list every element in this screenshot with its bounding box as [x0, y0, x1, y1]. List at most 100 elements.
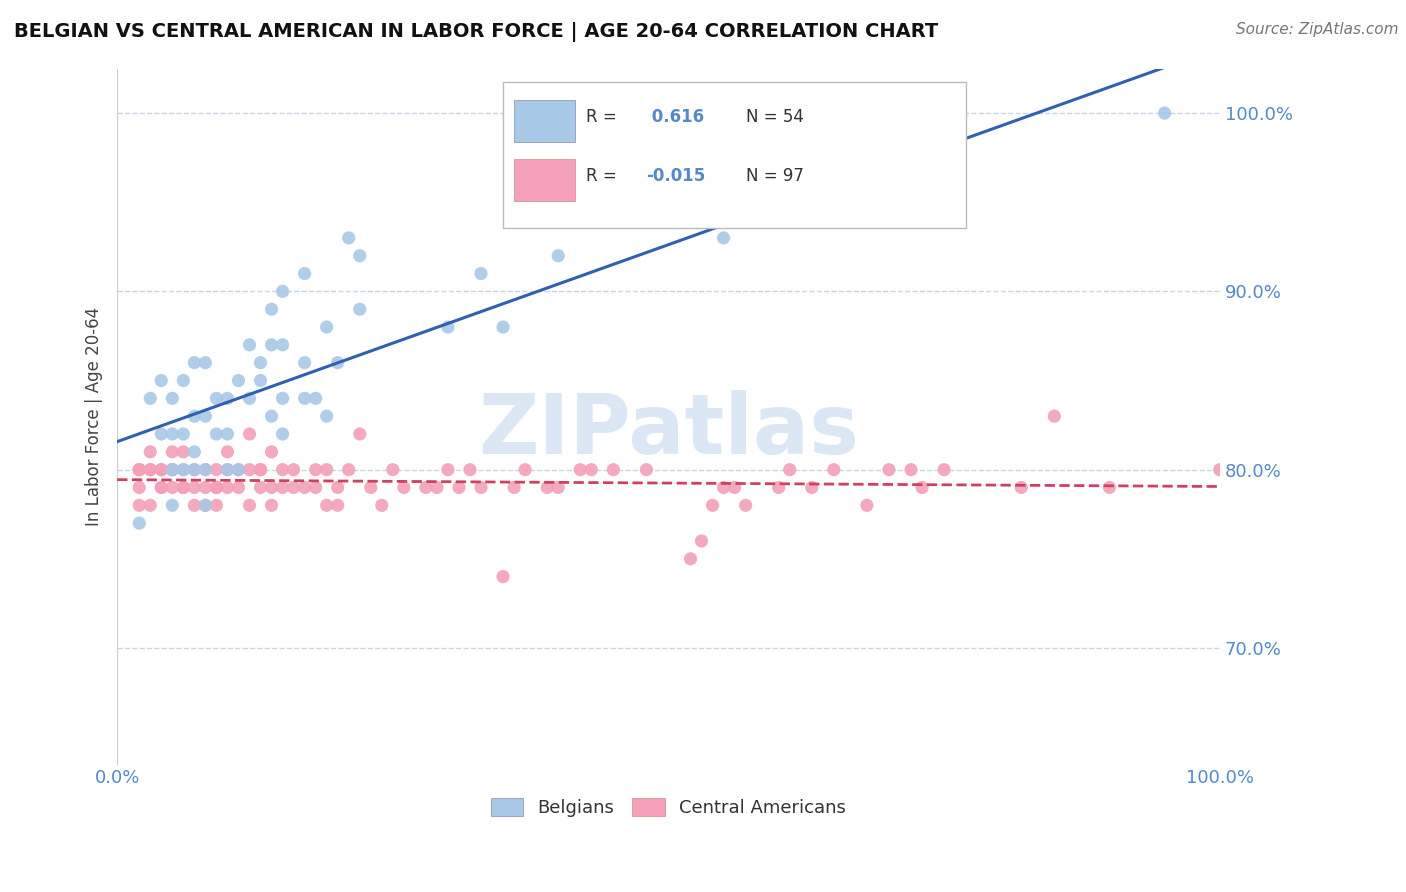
Point: [217, 481, 239, 495]
Text: 0.616: 0.616: [647, 108, 704, 126]
Point: [228, 374, 250, 388]
Point: [150, 463, 173, 477]
Point: [139, 463, 162, 477]
Point: [304, 392, 326, 406]
Point: [1153, 106, 1175, 120]
Point: [150, 463, 173, 477]
Point: [205, 498, 228, 512]
Point: [734, 498, 756, 512]
Point: [547, 481, 569, 495]
Point: [128, 463, 150, 477]
Point: [205, 481, 228, 495]
Point: [304, 481, 326, 495]
Point: [415, 481, 437, 495]
Point: [823, 463, 845, 477]
Point: [172, 463, 194, 477]
Point: [271, 392, 294, 406]
Point: [217, 463, 239, 477]
Text: N = 97: N = 97: [745, 168, 803, 186]
Point: [337, 463, 360, 477]
Text: -0.015: -0.015: [647, 168, 706, 186]
Point: [183, 409, 205, 424]
Point: [194, 463, 217, 477]
Point: [172, 463, 194, 477]
FancyBboxPatch shape: [515, 159, 575, 201]
Point: [150, 481, 173, 495]
Point: [162, 463, 184, 477]
Point: [249, 463, 271, 477]
Point: [205, 392, 228, 406]
Point: [877, 195, 900, 210]
Point: [513, 463, 536, 477]
Point: [932, 463, 955, 477]
Point: [349, 427, 371, 442]
Point: [360, 481, 382, 495]
Point: [260, 481, 283, 495]
Point: [371, 498, 394, 512]
Text: N = 54: N = 54: [745, 108, 803, 126]
Point: [172, 481, 194, 495]
Point: [381, 463, 404, 477]
Point: [271, 481, 294, 495]
Point: [326, 356, 349, 370]
Point: [249, 481, 271, 495]
Point: [294, 267, 316, 281]
Text: BELGIAN VS CENTRAL AMERICAN IN LABOR FORCE | AGE 20-64 CORRELATION CHART: BELGIAN VS CENTRAL AMERICAN IN LABOR FOR…: [14, 22, 938, 42]
Point: [194, 463, 217, 477]
FancyBboxPatch shape: [515, 100, 575, 142]
Point: [271, 285, 294, 299]
Point: [139, 498, 162, 512]
Point: [260, 302, 283, 317]
Point: [260, 498, 283, 512]
Point: [260, 445, 283, 459]
Point: [271, 427, 294, 442]
Point: [492, 569, 515, 583]
Point: [162, 498, 184, 512]
Point: [183, 463, 205, 477]
Point: [315, 463, 337, 477]
Point: [172, 445, 194, 459]
Point: [315, 498, 337, 512]
Point: [437, 320, 460, 334]
Point: [1098, 481, 1121, 495]
Text: R =: R =: [586, 108, 621, 126]
Point: [238, 498, 260, 512]
Point: [713, 481, 735, 495]
Point: [271, 338, 294, 352]
Point: [283, 481, 305, 495]
Point: [569, 463, 592, 477]
Point: [447, 481, 470, 495]
Point: [768, 481, 790, 495]
Point: [128, 481, 150, 495]
Point: [779, 463, 801, 477]
Point: [162, 481, 184, 495]
Point: [536, 481, 558, 495]
Point: [294, 392, 316, 406]
Point: [162, 463, 184, 477]
Point: [128, 463, 150, 477]
Point: [194, 498, 217, 512]
Point: [128, 498, 150, 512]
Point: [172, 427, 194, 442]
Point: [238, 338, 260, 352]
Point: [228, 463, 250, 477]
Point: [392, 481, 415, 495]
Point: [217, 427, 239, 442]
Point: [326, 481, 349, 495]
Point: [1010, 481, 1032, 495]
Point: [856, 498, 879, 512]
Point: [426, 481, 449, 495]
Point: [702, 498, 724, 512]
Point: [172, 374, 194, 388]
Point: [128, 463, 150, 477]
Point: [437, 463, 460, 477]
Point: [723, 481, 745, 495]
FancyBboxPatch shape: [503, 82, 966, 228]
Point: [238, 427, 260, 442]
Point: [1043, 409, 1066, 424]
Point: [205, 481, 228, 495]
Point: [194, 356, 217, 370]
Point: [139, 445, 162, 459]
Point: [249, 463, 271, 477]
Point: [217, 463, 239, 477]
